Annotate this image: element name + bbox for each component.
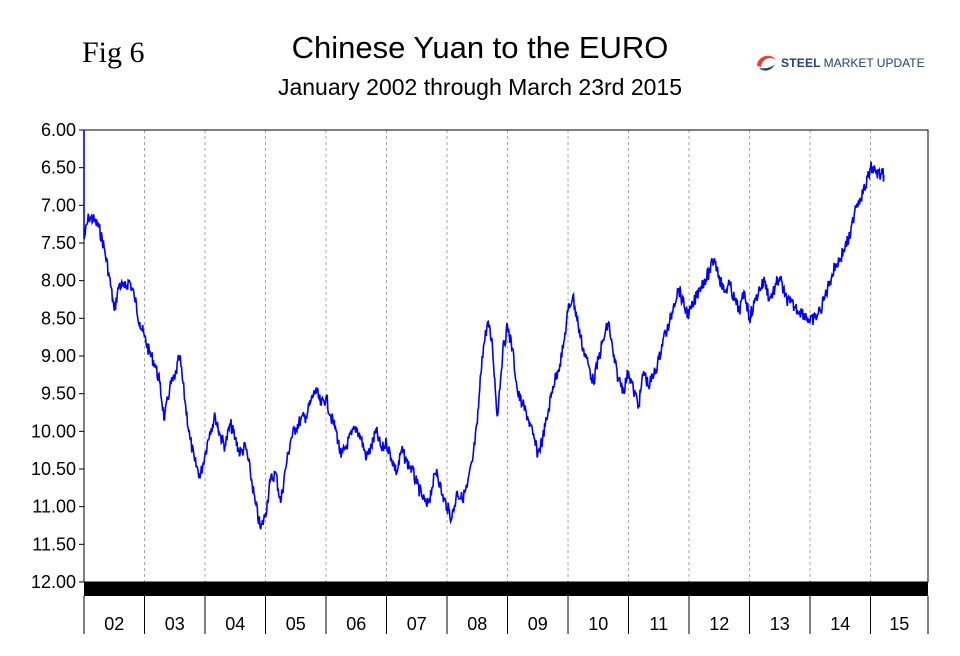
x-tick-label: 05 [286, 614, 306, 634]
y-tick-label: 8.00 [41, 271, 76, 291]
y-tick: 8.50 [41, 308, 84, 328]
y-tick-label: 12.00 [31, 572, 76, 592]
y-tick-label: 9.00 [41, 346, 76, 366]
brand-word-market-update: MARKET UPDATE [823, 56, 925, 70]
y-tick: 10.50 [31, 459, 84, 479]
x-tick-label: 13 [770, 614, 790, 634]
brand-logo: STEEL MARKET UPDATE [753, 50, 925, 76]
figure-label: Fig 6 [82, 36, 145, 69]
x-axis: 02 03 04 05 06 07 08 09 10 11 12 13 14 15 [83, 596, 929, 634]
bottom-band [84, 582, 928, 596]
chart-title: Chinese Yuan to the EURO [291, 30, 669, 65]
y-tick: 11.00 [32, 497, 84, 517]
y-tick-label: 10.50 [31, 459, 76, 479]
y-axis: 6.00 6.50 7.00 7.50 8.00 8.50 9.00 9.50 10.00 10.… [31, 120, 84, 592]
x-tick-label: 12 [709, 614, 729, 634]
y-tick-label: 11.50 [32, 534, 76, 554]
x-tick-label: 11 [649, 614, 668, 634]
x-tick-label: 07 [407, 614, 427, 634]
y-tick: 8.00 [41, 271, 84, 291]
x-tick-label: 10 [588, 614, 608, 634]
x-tick-label: 14 [830, 614, 850, 634]
y-tick: 6.00 [41, 120, 84, 140]
x-tick-label: 15 [889, 614, 909, 634]
x-tick-label: 02 [104, 614, 124, 634]
y-tick: 12.00 [31, 572, 84, 592]
y-tick-label: 6.50 [41, 158, 76, 178]
y-tick: 9.50 [41, 384, 84, 404]
y-tick: 11.50 [32, 534, 84, 554]
y-tick-label: 10.00 [31, 421, 76, 441]
plot-frame [83, 129, 929, 583]
y-tick-label: 6.00 [41, 120, 76, 140]
y-tick: 7.50 [41, 233, 84, 253]
x-tick-label: 04 [225, 614, 245, 634]
x-tick-label: 03 [165, 614, 185, 634]
y-tick-label: 8.50 [41, 308, 76, 328]
x-tick-label: 09 [528, 614, 548, 634]
x-tick-label: 06 [346, 614, 366, 634]
y-tick-label: 7.00 [41, 195, 76, 215]
y-tick: 7.00 [41, 195, 84, 215]
y-tick-label: 9.50 [41, 384, 76, 404]
chart-subtitle: January 2002 through March 23rd 2015 [277, 74, 683, 100]
y-tick: 9.00 [41, 346, 84, 366]
y-tick: 10.00 [31, 421, 84, 441]
series-line [83, 130, 885, 530]
brand-word-steel: STEEL [781, 56, 821, 70]
y-tick-label: 11.00 [32, 497, 76, 517]
y-tick: 6.50 [41, 158, 84, 178]
swirl-icon [757, 55, 776, 71]
x-tick-label: 08 [467, 614, 487, 634]
grid-lines [144, 130, 872, 582]
y-tick-label: 7.50 [41, 233, 76, 253]
